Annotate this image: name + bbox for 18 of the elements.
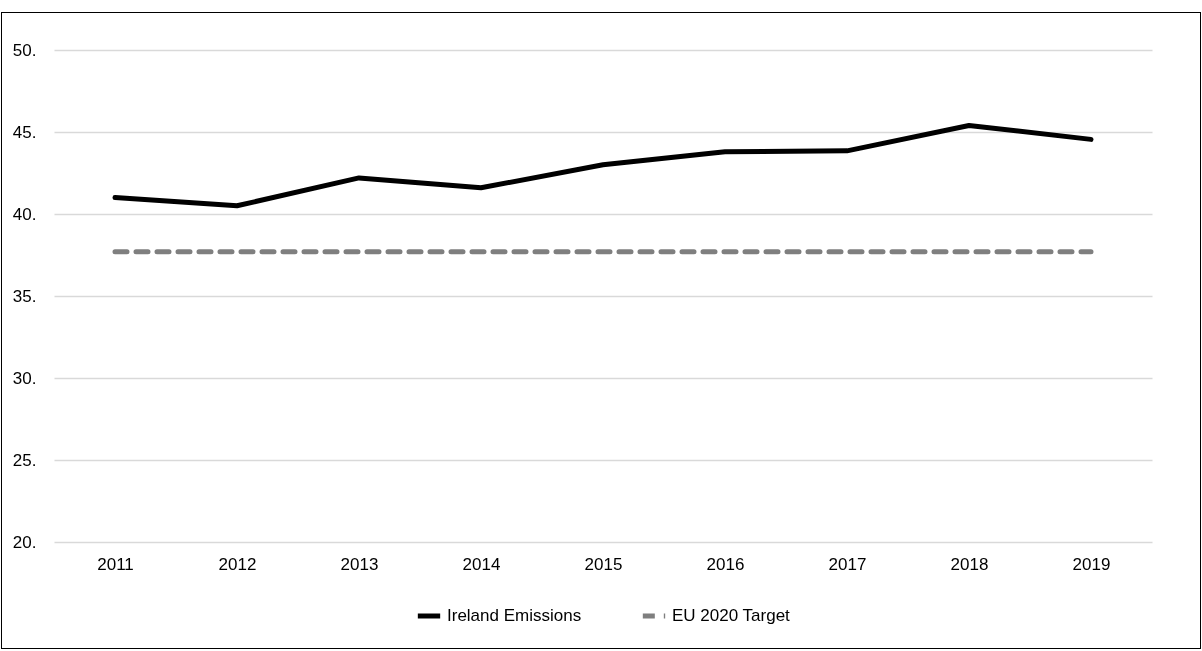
y-tick-label: 25. bbox=[12, 450, 37, 470]
x-tick-label: 2013 bbox=[340, 554, 379, 574]
x-tick-label: 2019 bbox=[1072, 554, 1111, 574]
y-tick-label: 50. bbox=[12, 40, 37, 60]
y-tick-label: 30. bbox=[12, 368, 37, 388]
x-tick-label: 2011 bbox=[97, 554, 134, 574]
x-tick-label: 2018 bbox=[950, 554, 989, 574]
x-tick-label: 2016 bbox=[706, 554, 745, 574]
y-tick-label: 20. bbox=[12, 532, 37, 552]
legend-label: EU 2020 Target bbox=[672, 606, 791, 625]
legend-label: Ireland Emissions bbox=[447, 606, 582, 625]
y-tick-label: 45. bbox=[12, 122, 37, 142]
y-tick-label: 40. bbox=[12, 204, 37, 224]
y-tick-label: 35. bbox=[12, 286, 37, 306]
x-tick-label: 2015 bbox=[584, 554, 623, 574]
x-tick-label: 2014 bbox=[462, 554, 501, 574]
x-tick-label: 2017 bbox=[828, 554, 867, 574]
x-tick-label: 2012 bbox=[218, 554, 257, 574]
